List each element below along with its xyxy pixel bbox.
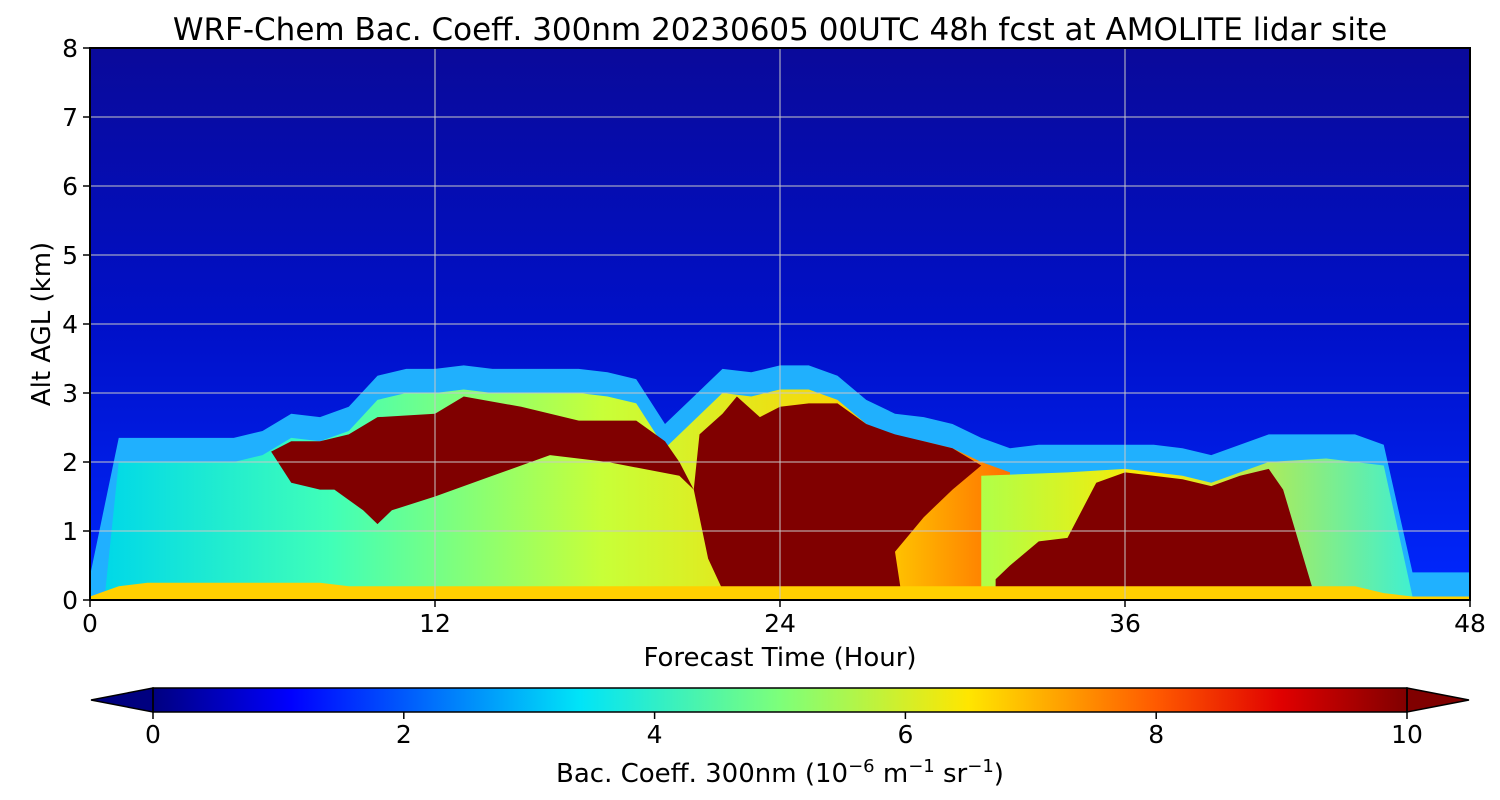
colorbar-label-close: ) xyxy=(994,759,1004,789)
colorbar-frame xyxy=(152,687,1408,713)
colorbar-tick-label-0: 0 xyxy=(145,720,161,749)
colorbar-label-exp2: −1 xyxy=(908,756,935,777)
colorbar-tick-label-3: 6 xyxy=(897,720,913,749)
x-tick-label-0: 0 xyxy=(82,609,98,638)
high-concentration-core-left xyxy=(271,396,694,525)
colorbar-label-unit1: m xyxy=(875,759,909,789)
plot-area xyxy=(90,48,1470,600)
colorbar-extend-low xyxy=(90,687,154,713)
x-axis-label: Forecast Time (Hour) xyxy=(643,643,916,673)
colorbar-label-exp3: −1 xyxy=(967,756,994,777)
chart-title: WRF-Chem Bac. Coeff. 300nm 20230605 00UT… xyxy=(173,12,1387,48)
x-tick-label-3: 36 xyxy=(1109,609,1141,638)
colorbar: 0 2 4 6 8 10 Bac. Coeff. 300nm (10−6 m−1 sr−1… xyxy=(90,687,1470,789)
y-axis: 0 1 2 3 4 5 6 7 8 xyxy=(62,34,90,615)
y-axis-label: Alt AGL (km) xyxy=(27,242,57,406)
y-tick-label-2: 2 xyxy=(62,448,78,477)
colorbar-ticks: 0 2 4 6 8 10 xyxy=(145,712,1423,749)
y-tick-label-8: 8 xyxy=(62,34,78,63)
high-concentration-core-far-right xyxy=(995,468,1312,590)
y-tick-label-6: 6 xyxy=(62,172,78,201)
y-tick-label-4: 4 xyxy=(62,310,78,339)
colorbar-label-main: Bac. Coeff. 300nm (10 xyxy=(556,759,848,789)
colorbar-gradient xyxy=(153,688,1407,712)
y-tick-label-7: 7 xyxy=(62,103,78,132)
colorbar-tick-label-2: 4 xyxy=(647,720,663,749)
colorbar-tick-label-1: 2 xyxy=(396,720,412,749)
x-tick-label-1: 12 xyxy=(419,609,451,638)
y-tick-label-5: 5 xyxy=(62,241,78,270)
x-tick-label-4: 48 xyxy=(1454,609,1486,638)
high-concentration-core-right xyxy=(693,396,982,590)
colorbar-extend-high xyxy=(1406,687,1470,713)
colorbar-label-unit2: sr xyxy=(935,759,968,789)
y-tick-label-3: 3 xyxy=(62,379,78,408)
colorbar-label: Bac. Coeff. 300nm (10−6 m−1 sr−1) xyxy=(556,756,1004,789)
colorbar-label-exp1: −6 xyxy=(848,756,875,777)
colorbar-tick-label-4: 8 xyxy=(1148,720,1164,749)
x-axis: 0 12 24 36 48 xyxy=(82,600,1486,638)
x-tick-label-2: 24 xyxy=(764,609,796,638)
grid-lines xyxy=(90,48,1470,600)
colorbar-tick-label-5: 10 xyxy=(1391,720,1423,749)
y-tick-label-0: 0 xyxy=(62,586,78,615)
y-tick-label-1: 1 xyxy=(62,517,78,546)
